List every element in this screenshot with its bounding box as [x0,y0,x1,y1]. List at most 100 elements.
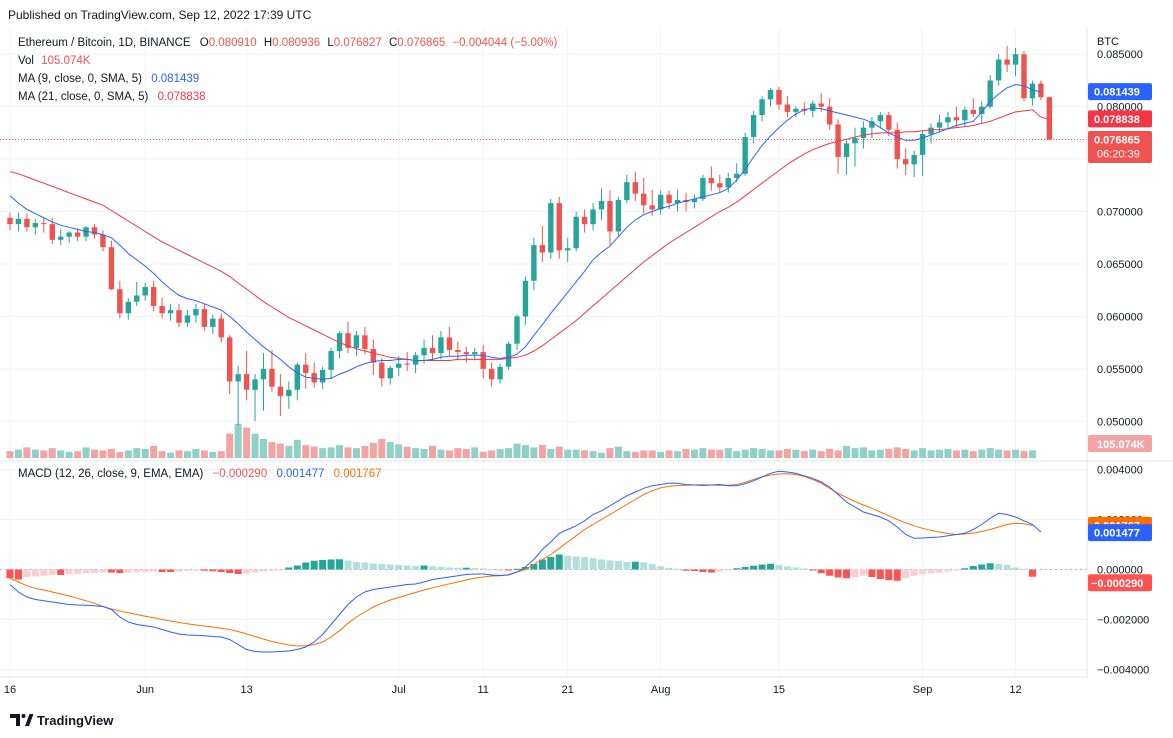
volume-bar [200,450,208,458]
macd-line-value: 0.001477 [276,468,324,480]
volume-bar [1020,451,1028,458]
time-tick-label: 13 [240,684,252,696]
histogram-bar [65,569,73,575]
macd-signal-value: 0.001767 [334,468,382,480]
candle [167,303,174,321]
histogram-bar [420,565,428,570]
candle-body [869,121,875,128]
volume-bar [471,447,479,458]
candle [810,100,816,118]
candle-body [218,318,224,338]
candle [227,335,233,395]
ohlc-legend[interactable]: Ethereum / Bitcoin, 1D, BINANCE O0.08091… [18,37,557,49]
candle [328,347,334,380]
open-value: 0.080910 [209,37,257,49]
histogram-bar [952,569,960,571]
volume-bar [758,448,766,458]
volume-bar [555,446,563,458]
candle-body [58,236,64,240]
candle-body [176,310,182,323]
volume-bar [581,450,589,458]
candle-body [243,374,250,390]
ma9-line [9,84,1042,380]
volume-bar [82,447,90,458]
candle-body [142,287,148,296]
candle-body [531,245,537,281]
volume-bar [1012,449,1020,458]
candle [319,366,326,389]
candle [269,349,275,392]
candle [835,119,841,174]
candle [252,374,258,422]
candle-body [826,106,833,125]
volume-bar [868,450,876,458]
histogram-bar [243,569,251,574]
volume-bar [547,448,555,458]
candle-body [184,315,191,323]
candle-body [522,280,529,317]
candle [590,203,596,231]
tradingview-logo[interactable]: TradingView [10,713,114,728]
candle-body [632,182,638,194]
candle-body [911,154,917,165]
candle [894,122,900,169]
histogram-bar [23,569,31,577]
price-tick-label: 0.060000 [1097,311,1143,323]
candle-body [556,203,562,251]
candle-body [446,337,453,350]
ma21-legend[interactable]: MA (21, close, 0, SMA, 5) 0.078838 [18,91,206,103]
candle-body [877,115,884,122]
volume-bar [741,449,749,458]
candle-body [936,122,943,128]
candle-body [810,103,816,111]
candle [277,374,284,417]
histogram-bar [682,569,690,571]
histogram-bar [589,558,597,570]
candle [480,344,486,379]
candle-body [404,363,410,365]
time-tick-label: Jun [136,684,154,696]
macd-line [9,470,1042,653]
volume-legend[interactable]: Vol 105.074K [18,55,91,67]
volume-bar [285,445,293,458]
candle-body [725,177,731,188]
candle [987,75,993,109]
ma21-line [9,109,1050,361]
time-axis[interactable]: 16 Jun 13 Jul 11 21 Aug 15 Sep 12 [4,684,1022,696]
candle-body [455,349,461,353]
volume-bar [48,448,56,458]
volume-bar [167,452,175,458]
candle [429,335,436,361]
histogram-bar [758,564,766,570]
histogram-bar [944,569,952,572]
candle-body [615,200,622,232]
ma9-value: 0.081439 [151,73,199,85]
histogram-bar [251,569,259,573]
volume-bar [623,451,631,458]
volume-bar [445,450,453,458]
candle [911,150,917,177]
volume-bar [927,450,935,458]
volume-bar [944,448,952,458]
candle [108,240,115,291]
candle-body [1021,54,1027,99]
candle [539,226,546,262]
histogram-bar [437,567,445,570]
volume-bar [936,449,943,458]
candle-body [150,287,157,306]
candle-body [412,355,419,365]
histogram-bar [369,563,377,570]
candle [548,198,554,259]
candle [995,54,1002,86]
histogram-bar [707,569,715,573]
volume-bar [420,448,428,458]
volume-bar [843,445,851,458]
candle-body [134,295,140,302]
macd-legend[interactable]: MACD (12, 26, close, 9, EMA, EMA) −0.000… [18,468,382,480]
ma9-legend[interactable]: MA (9, close, 0, SMA, 5) 0.081439 [18,73,199,85]
candle-body [362,335,368,349]
price-axis[interactable]: 0.0850000.0800000.0750000.0700000.065000… [1097,49,1143,428]
histogram-bar [327,559,335,570]
volume-bar [513,443,521,458]
